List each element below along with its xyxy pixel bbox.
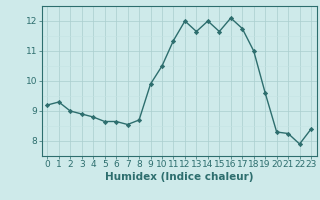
X-axis label: Humidex (Indice chaleur): Humidex (Indice chaleur) — [105, 172, 253, 182]
